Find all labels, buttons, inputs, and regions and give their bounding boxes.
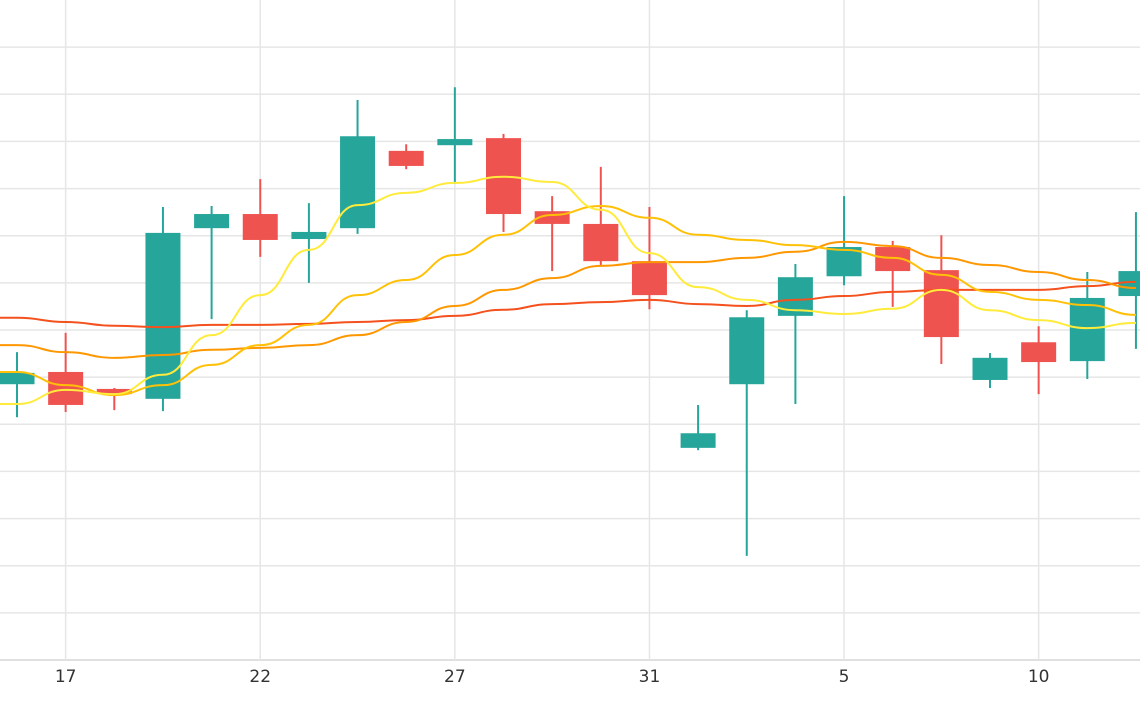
x-tick-label: 5 — [839, 667, 850, 687]
candle-body — [1021, 342, 1057, 363]
candle-body — [583, 223, 619, 262]
candle-body — [437, 139, 473, 146]
candle-body — [96, 388, 132, 395]
moving-average-line — [0, 240, 1136, 359]
candle-body — [48, 371, 84, 405]
moving-average-line — [0, 205, 1136, 397]
candle-body — [242, 214, 278, 240]
candle-body — [729, 317, 765, 385]
x-tick-label: 10 — [1028, 667, 1050, 687]
moving-average-line — [0, 175, 1136, 406]
candle-body — [1118, 271, 1140, 297]
candle-body — [923, 270, 959, 338]
candle-body — [972, 357, 1008, 380]
x-tick-label: 22 — [249, 667, 271, 687]
x-tick-label: 31 — [639, 667, 661, 687]
candle-body — [0, 372, 35, 385]
candle-body — [194, 214, 230, 229]
candle-body — [1069, 297, 1105, 362]
x-tick-label: 27 — [444, 667, 466, 687]
candle-body — [388, 150, 424, 166]
candle-body — [631, 261, 667, 296]
candle-body — [291, 231, 327, 240]
candle-body — [826, 247, 862, 277]
candle-body — [340, 136, 376, 229]
candle-body — [680, 433, 716, 448]
x-tick-label: 17 — [55, 667, 77, 687]
